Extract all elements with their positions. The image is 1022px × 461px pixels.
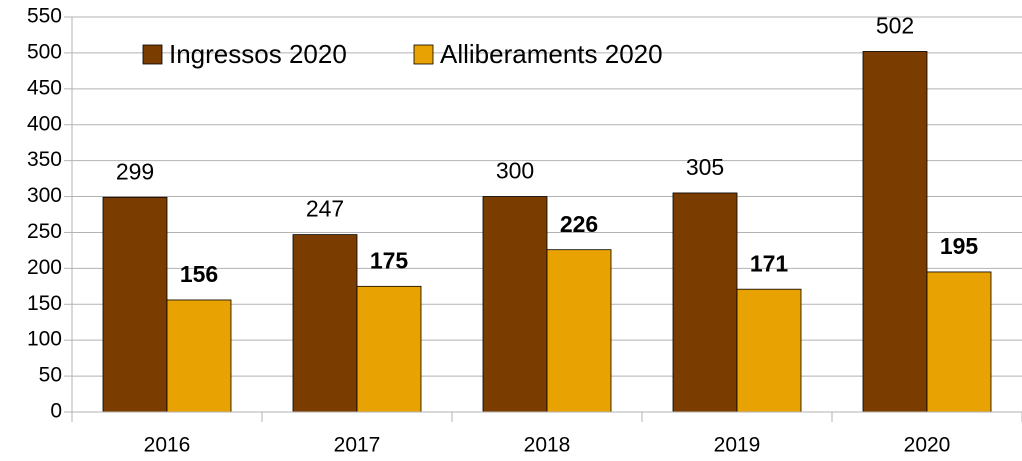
y-tick-label: 350 bbox=[27, 148, 62, 171]
y-tick-label: 250 bbox=[27, 220, 62, 243]
bar bbox=[736, 288, 802, 413]
x-tick-label: 2016 bbox=[144, 434, 191, 457]
data-label: 305 bbox=[686, 154, 724, 180]
y-tick-label: 550 bbox=[27, 5, 62, 28]
data-label: 502 bbox=[876, 13, 914, 39]
data-label: 247 bbox=[306, 196, 344, 222]
bar bbox=[546, 249, 612, 413]
x-tick-label: 2017 bbox=[334, 434, 381, 457]
bar bbox=[292, 234, 358, 413]
y-tick-label: 450 bbox=[27, 76, 62, 99]
bar bbox=[672, 192, 738, 413]
legend-label: Ingressos 2020 bbox=[169, 39, 347, 69]
y-tick-label: 100 bbox=[27, 328, 62, 351]
y-tick-label: 150 bbox=[27, 292, 62, 315]
y-tick-label: 400 bbox=[27, 112, 62, 135]
bar bbox=[482, 196, 548, 413]
bar bbox=[356, 285, 422, 413]
data-label: 195 bbox=[940, 233, 979, 259]
bar bbox=[926, 271, 992, 413]
y-tick-label: 300 bbox=[27, 184, 62, 207]
data-label: 226 bbox=[560, 211, 598, 237]
bar bbox=[102, 196, 168, 413]
x-tick-label: 2020 bbox=[904, 434, 951, 457]
x-tick-label: 2019 bbox=[714, 434, 761, 457]
bar bbox=[862, 51, 928, 413]
data-label: 171 bbox=[750, 250, 789, 276]
y-tick-label: 50 bbox=[39, 364, 62, 387]
bar bbox=[166, 299, 232, 413]
legend-label: Alliberaments 2020 bbox=[440, 39, 663, 69]
legend-swatch bbox=[142, 44, 163, 65]
data-label: 156 bbox=[180, 261, 218, 287]
y-tick-label: 500 bbox=[27, 40, 62, 63]
data-label: 299 bbox=[116, 158, 154, 184]
y-tick-label: 0 bbox=[50, 400, 62, 423]
legend-swatch bbox=[413, 44, 434, 65]
data-label: 175 bbox=[370, 247, 409, 273]
y-tick-label: 200 bbox=[27, 256, 62, 279]
data-label: 300 bbox=[496, 158, 534, 184]
x-tick-label: 2018 bbox=[524, 434, 571, 457]
